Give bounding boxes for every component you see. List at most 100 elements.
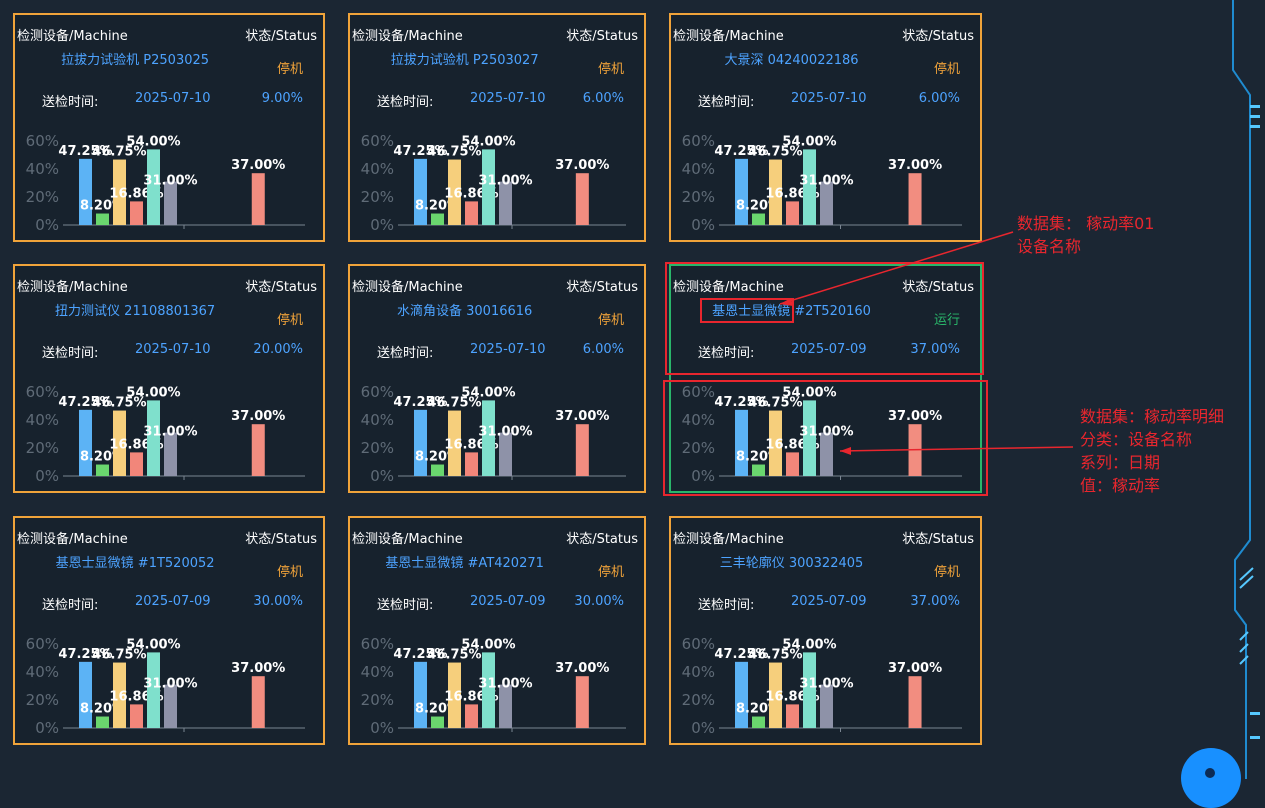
utilization-rate: 6.00%: [918, 91, 960, 106]
device-name[interactable]: 大景深 04240022186: [724, 53, 859, 68]
machine-card[interactable]: 检测设备/Machine 状态/Status 拉拔力试验机 P2503025 停机 送检…: [13, 13, 325, 242]
machine-card[interactable]: 检测设备/Machine 状态/Status 三丰轮廓仪 300322405 停机 送检…: [669, 516, 982, 745]
chart-bar: [113, 159, 126, 225]
status-value: 停机: [597, 565, 624, 580]
machine-card[interactable]: 检测设备/Machine 状态/Status 拉拔力试验机 P2503027 停机 送检…: [348, 13, 646, 242]
inspect-time-label: 送检时间:: [377, 346, 434, 361]
y-tick-label: 60%: [361, 132, 394, 150]
y-tick-label: 60%: [361, 383, 394, 401]
y-tick-label: 60%: [26, 132, 59, 150]
status-value: 停机: [597, 62, 624, 77]
machine-header: 检测设备/Machine: [17, 29, 128, 44]
device-name[interactable]: 基恩士显微镜 #2T520160: [712, 304, 871, 319]
inspect-time-label: 送检时间:: [698, 95, 755, 110]
chart-bar: [164, 181, 177, 225]
y-tick-label: 60%: [26, 383, 59, 401]
bar-data-label: 46.75%: [427, 648, 481, 663]
bar-data-label: 54.00%: [461, 385, 515, 400]
machine-header: 检测设备/Machine: [352, 29, 463, 44]
chart-bar: [499, 181, 512, 225]
status-header: 状态/Status: [902, 29, 974, 44]
bar-data-label: 37.00%: [888, 409, 942, 424]
y-tick-label: 40%: [26, 411, 59, 429]
y-tick-label: 40%: [26, 160, 59, 178]
y-tick-label: 20%: [26, 188, 59, 206]
chart-bar: [164, 432, 177, 476]
chart-bar: [113, 410, 126, 476]
chart-bar: [803, 400, 816, 476]
chart-bar: [79, 409, 92, 476]
y-tick-label: 60%: [682, 383, 715, 401]
chart-bar: [147, 149, 160, 225]
device-name[interactable]: 基恩士显微镜 #AT420271: [385, 556, 544, 571]
utilization-rate: 9.00%: [261, 91, 303, 106]
chart-bar: [752, 213, 765, 225]
device-name[interactable]: 拉拔力试验机 P2503025: [61, 53, 210, 68]
inspect-date: 2025-07-10: [135, 91, 211, 106]
bar-data-label: 46.75%: [427, 396, 481, 411]
status-value: 停机: [276, 62, 303, 77]
chart-bar: [769, 662, 782, 728]
chart-bar: [79, 661, 92, 728]
inspect-time-label: 送检时间:: [377, 95, 434, 110]
machine-card[interactable]: 检测设备/Machine 状态/Status 大景深 04240022186 停机 送检…: [669, 13, 982, 242]
machine-card[interactable]: 检测设备/Machine 状态/Status 水滴角设备 30016616 停机 送检时…: [348, 264, 646, 493]
bar-data-label: 37.00%: [231, 409, 285, 424]
chart-bar: [164, 684, 177, 728]
y-tick-label: 40%: [682, 160, 715, 178]
chart-bar: [96, 213, 109, 225]
bar-data-label: 46.75%: [92, 648, 146, 663]
annotation-box-card-chart: [663, 380, 988, 496]
machine-card[interactable]: 检测设备/Machine 状态/Status 基恩士显微镜 #1T520052 停机送…: [13, 516, 325, 745]
status-value: 停机: [933, 565, 960, 580]
bar-data-label: 37.00%: [231, 158, 285, 173]
y-tick-label: 60%: [682, 635, 715, 653]
device-name[interactable]: 三丰轮廓仪 300322405: [719, 556, 864, 571]
chart-bar: [803, 652, 816, 728]
bar-data-label: 31.00%: [799, 677, 853, 692]
y-tick-label: 20%: [682, 691, 715, 709]
utilization-chart: 0%20%40%60%47.25%8.20%46.75%16.86%54.00%…: [361, 635, 626, 737]
y-tick-label: 20%: [26, 691, 59, 709]
device-name[interactable]: 拉拔力试验机 P2503027: [390, 53, 539, 68]
chart-bar: [448, 662, 461, 728]
inspect-time-label: 送检时间:: [698, 346, 755, 361]
bar-data-label: 47.25%: [714, 144, 768, 159]
bar-data-label: 54.00%: [782, 134, 836, 149]
floating-action-button[interactable]: [1181, 748, 1241, 808]
status-value: 停机: [276, 565, 303, 580]
chart-bar: [820, 181, 833, 225]
y-tick-label: 40%: [682, 411, 715, 429]
machine-card[interactable]: 检测设备/Machine 状态/Status 扭力测试仪 21108801367 停机…: [13, 264, 325, 493]
chart-bar: [251, 676, 265, 728]
bar-data-label: 47.25%: [393, 144, 447, 159]
y-tick-label: 20%: [26, 439, 59, 457]
bar-data-label: 54.00%: [461, 134, 515, 149]
y-tick-label: 0%: [35, 467, 59, 485]
y-tick-label: 40%: [361, 160, 394, 178]
status-header: 状态/Status: [245, 280, 317, 295]
machine-card[interactable]: 检测设备/Machine 状态/Status 基恩士显微镜 #AT420271 停机送…: [348, 516, 646, 745]
chart-bar: [431, 464, 444, 476]
y-tick-label: 60%: [682, 132, 715, 150]
chart-bar: [414, 661, 427, 728]
utilization-chart: 0%20%40%60%47.25%8.20%46.75%16.86%54.00%…: [26, 635, 305, 737]
device-name[interactable]: 基恩士显微镜 #1T520052: [55, 556, 215, 571]
chart-bar: [130, 201, 143, 225]
device-name[interactable]: 扭力测试仪 21108801367: [55, 304, 216, 319]
y-tick-label: 60%: [361, 635, 394, 653]
y-tick-label: 40%: [26, 663, 59, 681]
inspect-date: 2025-07-09: [791, 594, 867, 609]
chart-bar: [251, 173, 265, 225]
chart-bar: [575, 173, 589, 225]
device-name[interactable]: 水滴角设备 30016616: [397, 304, 533, 319]
status-value: 停机: [933, 62, 960, 77]
chart-bar: [752, 716, 765, 728]
y-tick-label: 40%: [361, 663, 394, 681]
status-value: 运行: [933, 313, 960, 328]
chart-bar: [769, 410, 782, 476]
chart-bar: [482, 400, 495, 476]
bar-data-label: 46.75%: [427, 145, 481, 160]
utilization-chart: 0%20%40%60%47.25%8.20%46.75%16.86%54.00%…: [682, 635, 962, 737]
utilization-chart: 0%20%40%60%47.25%8.20%46.75%16.86%54.00%…: [361, 383, 626, 485]
